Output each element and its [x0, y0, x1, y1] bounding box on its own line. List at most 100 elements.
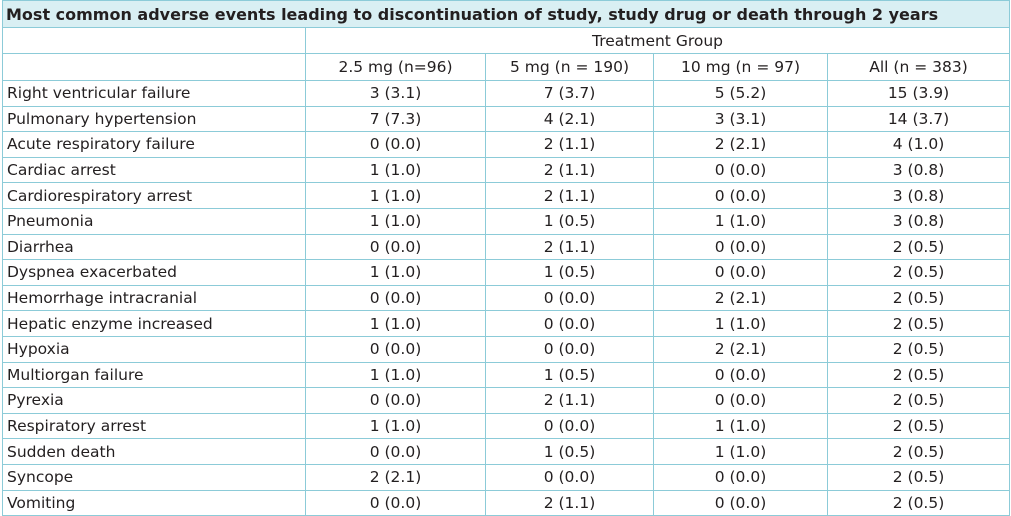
table-cell: 4 (2.1)	[485, 105, 654, 133]
column-header-row: 2.5 mg (n=96) 5 mg (n = 190) 10 mg (n = …	[2, 53, 1011, 81]
adverse-event-name: Pyrexia	[2, 387, 306, 414]
table-cell: 0 (0.0)	[305, 438, 486, 465]
adverse-event-name: Cardiorespiratory arrest	[2, 182, 306, 209]
table-cell: 2 (2.1)	[653, 335, 828, 363]
column-header: 10 mg (n = 97)	[653, 53, 828, 81]
table-cell: 0 (0.0)	[485, 335, 654, 363]
table-cell: 1 (0.5)	[485, 259, 654, 286]
table-cell: 2 (2.1)	[305, 463, 486, 491]
table-cell: 2 (0.5)	[826, 310, 1011, 337]
table-row: Diarrhea 0 (0.0) 2 (1.1) 0 (0.0) 2 (0.5)	[2, 233, 1011, 261]
table-row: Hepatic enzyme increased 1 (1.0) 0 (0.0) 1 …	[2, 310, 1011, 337]
table-cell: 2 (0.5)	[826, 361, 1011, 389]
adverse-event-name: Hypoxia	[2, 335, 306, 363]
table-cell: 1 (1.0)	[653, 438, 828, 465]
table-cell: 0 (0.0)	[653, 463, 828, 491]
table-cell: 1 (1.0)	[305, 412, 486, 440]
table-cell: 1 (0.5)	[485, 361, 654, 389]
adverse-event-name: Dyspnea exacerbated	[2, 259, 306, 286]
table-cell: 1 (1.0)	[305, 156, 486, 184]
table-cell: 0 (0.0)	[305, 489, 486, 516]
table-cell: 2 (0.5)	[826, 284, 1011, 312]
adverse-event-name: Diarrhea	[2, 233, 306, 261]
table-cell: 0 (0.0)	[485, 284, 654, 312]
table-cell: 0 (0.0)	[485, 310, 654, 337]
table-row: Right ventricular failure 3 (3.1) 7 (3.7) 5…	[2, 80, 1011, 107]
column-header: 5 mg (n = 190)	[485, 53, 654, 81]
table-cell: 0 (0.0)	[653, 387, 828, 414]
group-header-row: Treatment Group	[2, 27, 1011, 54]
table-cell: 2 (0.5)	[826, 233, 1011, 261]
table-cell: 2 (0.5)	[826, 438, 1011, 465]
adverse-event-name: Vomiting	[2, 489, 306, 516]
table-cell: 2 (0.5)	[826, 412, 1011, 440]
table-cell: 3 (0.8)	[826, 182, 1011, 209]
table-cell: 2 (1.1)	[485, 489, 654, 516]
table-cell: 5 (5.2)	[653, 80, 828, 107]
table-cell: 1 (1.0)	[653, 207, 828, 235]
table-row: Acute respiratory failure 0 (0.0) 2 (1.1) 2…	[2, 131, 1011, 158]
table-cell: 2 (2.1)	[653, 284, 828, 312]
table-cell: 2 (1.1)	[485, 387, 654, 414]
table-cell: 0 (0.0)	[653, 182, 828, 209]
treatment-group-header: Treatment Group	[304, 27, 1011, 54]
table-cell: 15 (3.9)	[826, 80, 1011, 107]
table-cell: 1 (1.0)	[305, 259, 486, 286]
table-cell: 1 (1.0)	[305, 182, 486, 209]
adverse-event-name: Right ventricular failure	[2, 80, 306, 107]
column-header: All (n = 383)	[826, 53, 1011, 81]
table-row: Dyspnea exacerbated 1 (1.0) 1 (0.5) 0 (0.0)…	[2, 259, 1011, 286]
table-cell: 2 (0.5)	[826, 387, 1011, 414]
column-header: 2.5 mg (n=96)	[305, 53, 486, 81]
adverse-event-name: Acute respiratory failure	[2, 131, 306, 158]
adverse-event-name: Multiorgan failure	[2, 361, 306, 389]
adverse-event-name: Respiratory arrest	[2, 412, 306, 440]
table-cell: 0 (0.0)	[305, 233, 486, 261]
table-row: Syncope 2 (2.1) 0 (0.0) 0 (0.0) 2 (0.5)	[2, 463, 1011, 491]
table-cell: 2 (1.1)	[485, 156, 654, 184]
table-cell: 0 (0.0)	[305, 284, 486, 312]
table-cell: 2 (1.1)	[485, 233, 654, 261]
table-row: Hypoxia 0 (0.0) 0 (0.0) 2 (2.1) 2 (0.5)	[2, 335, 1011, 363]
title-row: Most common adverse events leading to di…	[1, 0, 1011, 28]
table-cell: 3 (0.8)	[826, 156, 1011, 184]
table-row: Multiorgan failure 1 (1.0) 1 (0.5) 0 (0.0) 2…	[2, 361, 1011, 389]
table-cell: 0 (0.0)	[305, 387, 486, 414]
adverse-event-name: Hemorrhage intracranial	[2, 284, 306, 312]
table-cell: 0 (0.0)	[485, 412, 654, 440]
table-cell: 1 (1.0)	[653, 310, 828, 337]
adverse-event-name: Syncope	[2, 463, 306, 491]
table-cell: 0 (0.0)	[653, 489, 828, 516]
table-cell: 3 (3.1)	[653, 105, 828, 133]
table-cell: 7 (3.7)	[485, 80, 654, 107]
adverse-event-name: Pulmonary hypertension	[2, 105, 306, 133]
empty-header-cell	[2, 27, 306, 54]
table-cell: 2 (1.1)	[485, 131, 654, 158]
table-cell: 1 (0.5)	[485, 438, 654, 465]
empty-header-cell	[2, 53, 306, 81]
table-cell: 3 (3.1)	[305, 80, 486, 107]
table-cell: 2 (0.5)	[826, 489, 1011, 516]
table-cell: 2 (1.1)	[485, 182, 654, 209]
table-row: Hemorrhage intracranial 0 (0.0) 0 (0.0) 2 (…	[2, 284, 1011, 312]
table-cell: 0 (0.0)	[653, 156, 828, 184]
table-cell: 0 (0.0)	[653, 233, 828, 261]
adverse-event-name: Pneumonia	[2, 207, 306, 235]
table-cell: 0 (0.0)	[305, 131, 486, 158]
adverse-event-name: Cardiac arrest	[2, 156, 306, 184]
table-cell: 2 (0.5)	[826, 259, 1011, 286]
table-title: Most common adverse events leading to di…	[1, 0, 1011, 28]
table-row: Sudden death 0 (0.0) 1 (0.5) 1 (1.0) 2 (0.5)	[2, 438, 1011, 465]
table-row: Respiratory arrest 1 (1.0) 0 (0.0) 1 (1.0) 2…	[2, 412, 1011, 440]
table-row: Pulmonary hypertension 7 (7.3) 4 (2.1) 3 (3…	[2, 105, 1011, 133]
adverse-event-name: Sudden death	[2, 438, 306, 465]
table-cell: 0 (0.0)	[485, 463, 654, 491]
table-cell: 3 (0.8)	[826, 207, 1011, 235]
table-row: Pyrexia 0 (0.0) 2 (1.1) 0 (0.0) 2 (0.5)	[2, 387, 1011, 414]
table-cell: 1 (0.5)	[485, 207, 654, 235]
table-cell: 2 (2.1)	[653, 131, 828, 158]
table-cell: 14 (3.7)	[826, 105, 1011, 133]
adverse-event-name: Hepatic enzyme increased	[2, 310, 306, 337]
table-cell: 0 (0.0)	[653, 259, 828, 286]
table-row: Vomiting 0 (0.0) 2 (1.1) 0 (0.0) 2 (0.5)	[2, 489, 1011, 516]
